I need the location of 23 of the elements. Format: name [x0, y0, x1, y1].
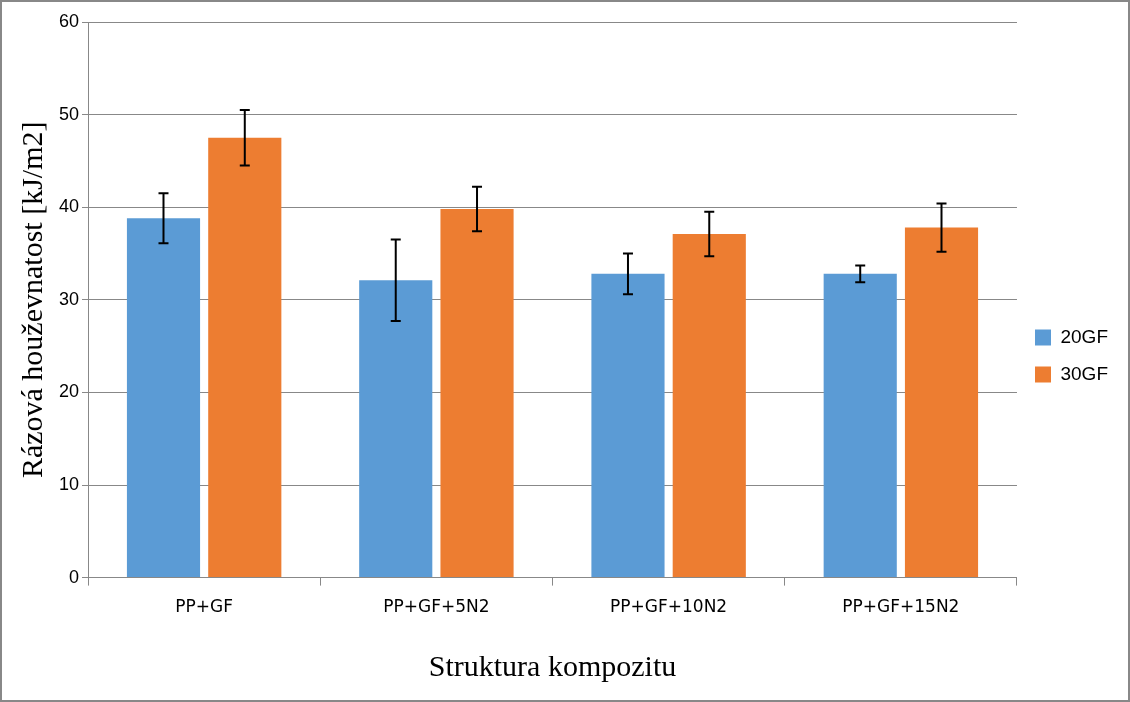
- y-tick-label: 30: [58, 288, 80, 309]
- x-tick-label: PP+GF+5N2: [383, 596, 490, 617]
- bar: [904, 227, 979, 578]
- y-axis-title: Rázová houževnatost [kJ/m2]: [14, 121, 48, 479]
- x-axis-title: Struktura kompozitu: [428, 648, 677, 682]
- y-tick-label: 50: [58, 103, 80, 124]
- y-tick-label: 60: [58, 10, 80, 31]
- bar: [672, 234, 746, 578]
- y-tick-label: 10: [58, 473, 80, 494]
- y-tick-label: 0: [69, 566, 80, 587]
- y-tick-label: 20: [58, 381, 80, 402]
- bar: [126, 218, 201, 578]
- x-tick-label: PP+GF: [175, 596, 233, 617]
- y-tick-label: 40: [58, 196, 80, 217]
- legend-label: 20GF: [1060, 325, 1109, 347]
- bar: [359, 280, 433, 578]
- bar: [440, 209, 514, 578]
- x-tick-label: PP+GF+10N2: [610, 596, 728, 617]
- bar: [823, 273, 897, 578]
- bar: [591, 273, 665, 578]
- x-tick-label: PP+GF+15N2: [842, 596, 960, 617]
- bar: [208, 137, 282, 578]
- legend-label: 30GF: [1060, 362, 1109, 384]
